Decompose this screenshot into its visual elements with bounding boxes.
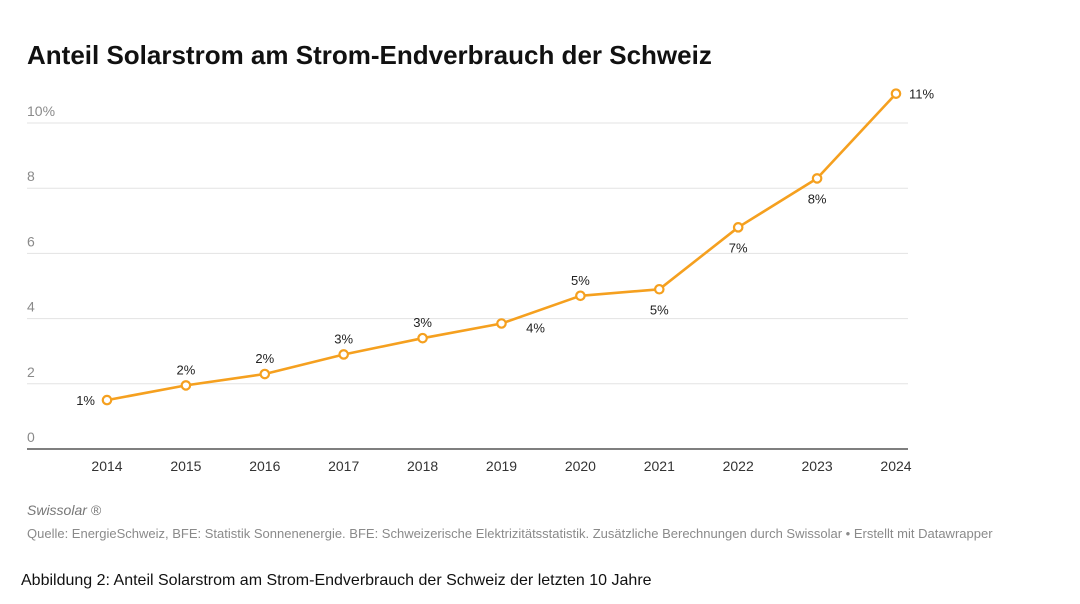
- data-label: 4%: [526, 320, 545, 335]
- data-label: 3%: [413, 315, 432, 330]
- chart-title: Anteil Solarstrom am Strom-Endverbrauch …: [27, 40, 712, 70]
- figure-caption: Abbildung 2: Anteil Solarstrom am Strom-…: [21, 572, 652, 589]
- line-chart: 0 2 4 6 8 10% 2014 2015 2016 2017 2018 2019 2020 202…: [27, 87, 934, 474]
- x-tick-label: 2019: [486, 458, 517, 474]
- data-point: [259, 368, 271, 380]
- data-point: [417, 332, 428, 344]
- data-label: 2%: [255, 351, 274, 366]
- x-tick-label: 2017: [328, 458, 359, 474]
- source-note: Quelle: EnergieSchweiz, BFE: Statistik S…: [27, 526, 993, 541]
- data-point: [890, 88, 902, 99]
- data-label: 2%: [177, 362, 196, 377]
- data-point: [653, 283, 665, 295]
- y-tick-label: 2: [27, 364, 35, 380]
- data-point: [496, 318, 507, 329]
- y-axis-ticks: 0 2 4 6 8 10%: [27, 103, 55, 445]
- y-tick-label: 6: [27, 233, 35, 249]
- x-tick-label: 2015: [170, 458, 201, 474]
- x-tick-label: 2022: [723, 458, 754, 474]
- x-tick-label: 2021: [644, 458, 675, 474]
- x-tick-label: 2018: [407, 458, 438, 474]
- brand-credit: Swissolar ®: [27, 502, 102, 518]
- data-point: [101, 394, 113, 406]
- data-label: 3%: [334, 331, 353, 346]
- x-axis-ticks: 2014 2015 2016 2017 2018 2019 2020 2021 2022 2023…: [91, 458, 911, 474]
- series-line: [105, 92, 898, 402]
- x-tick-label: 2020: [565, 458, 596, 474]
- data-point: [811, 173, 823, 184]
- data-label: 5%: [650, 302, 669, 317]
- x-tick-label: 2024: [880, 458, 911, 474]
- data-point: [732, 222, 744, 233]
- data-label: 5%: [571, 273, 590, 288]
- x-tick-label: 2023: [802, 458, 833, 474]
- data-labels: 1% 2% 2% 3% 3% 4% 5% 5% 7% 8% 11%: [76, 87, 934, 408]
- y-tick-label: 10%: [27, 103, 55, 119]
- data-label: 7%: [729, 240, 748, 255]
- y-tick-label: 0: [27, 429, 35, 445]
- y-tick-label: 4: [27, 299, 35, 315]
- y-tick-label: 8: [27, 168, 35, 184]
- data-label: 1%: [76, 393, 95, 408]
- data-point: [338, 349, 349, 360]
- data-point: [575, 290, 586, 302]
- x-tick-label: 2014: [91, 458, 122, 474]
- gridlines: [27, 122, 908, 450]
- data-label: 8%: [808, 191, 827, 206]
- series-solar-share: [101, 88, 902, 406]
- data-label: 11%: [909, 87, 934, 102]
- data-point: [180, 380, 192, 391]
- x-tick-label: 2016: [249, 458, 280, 474]
